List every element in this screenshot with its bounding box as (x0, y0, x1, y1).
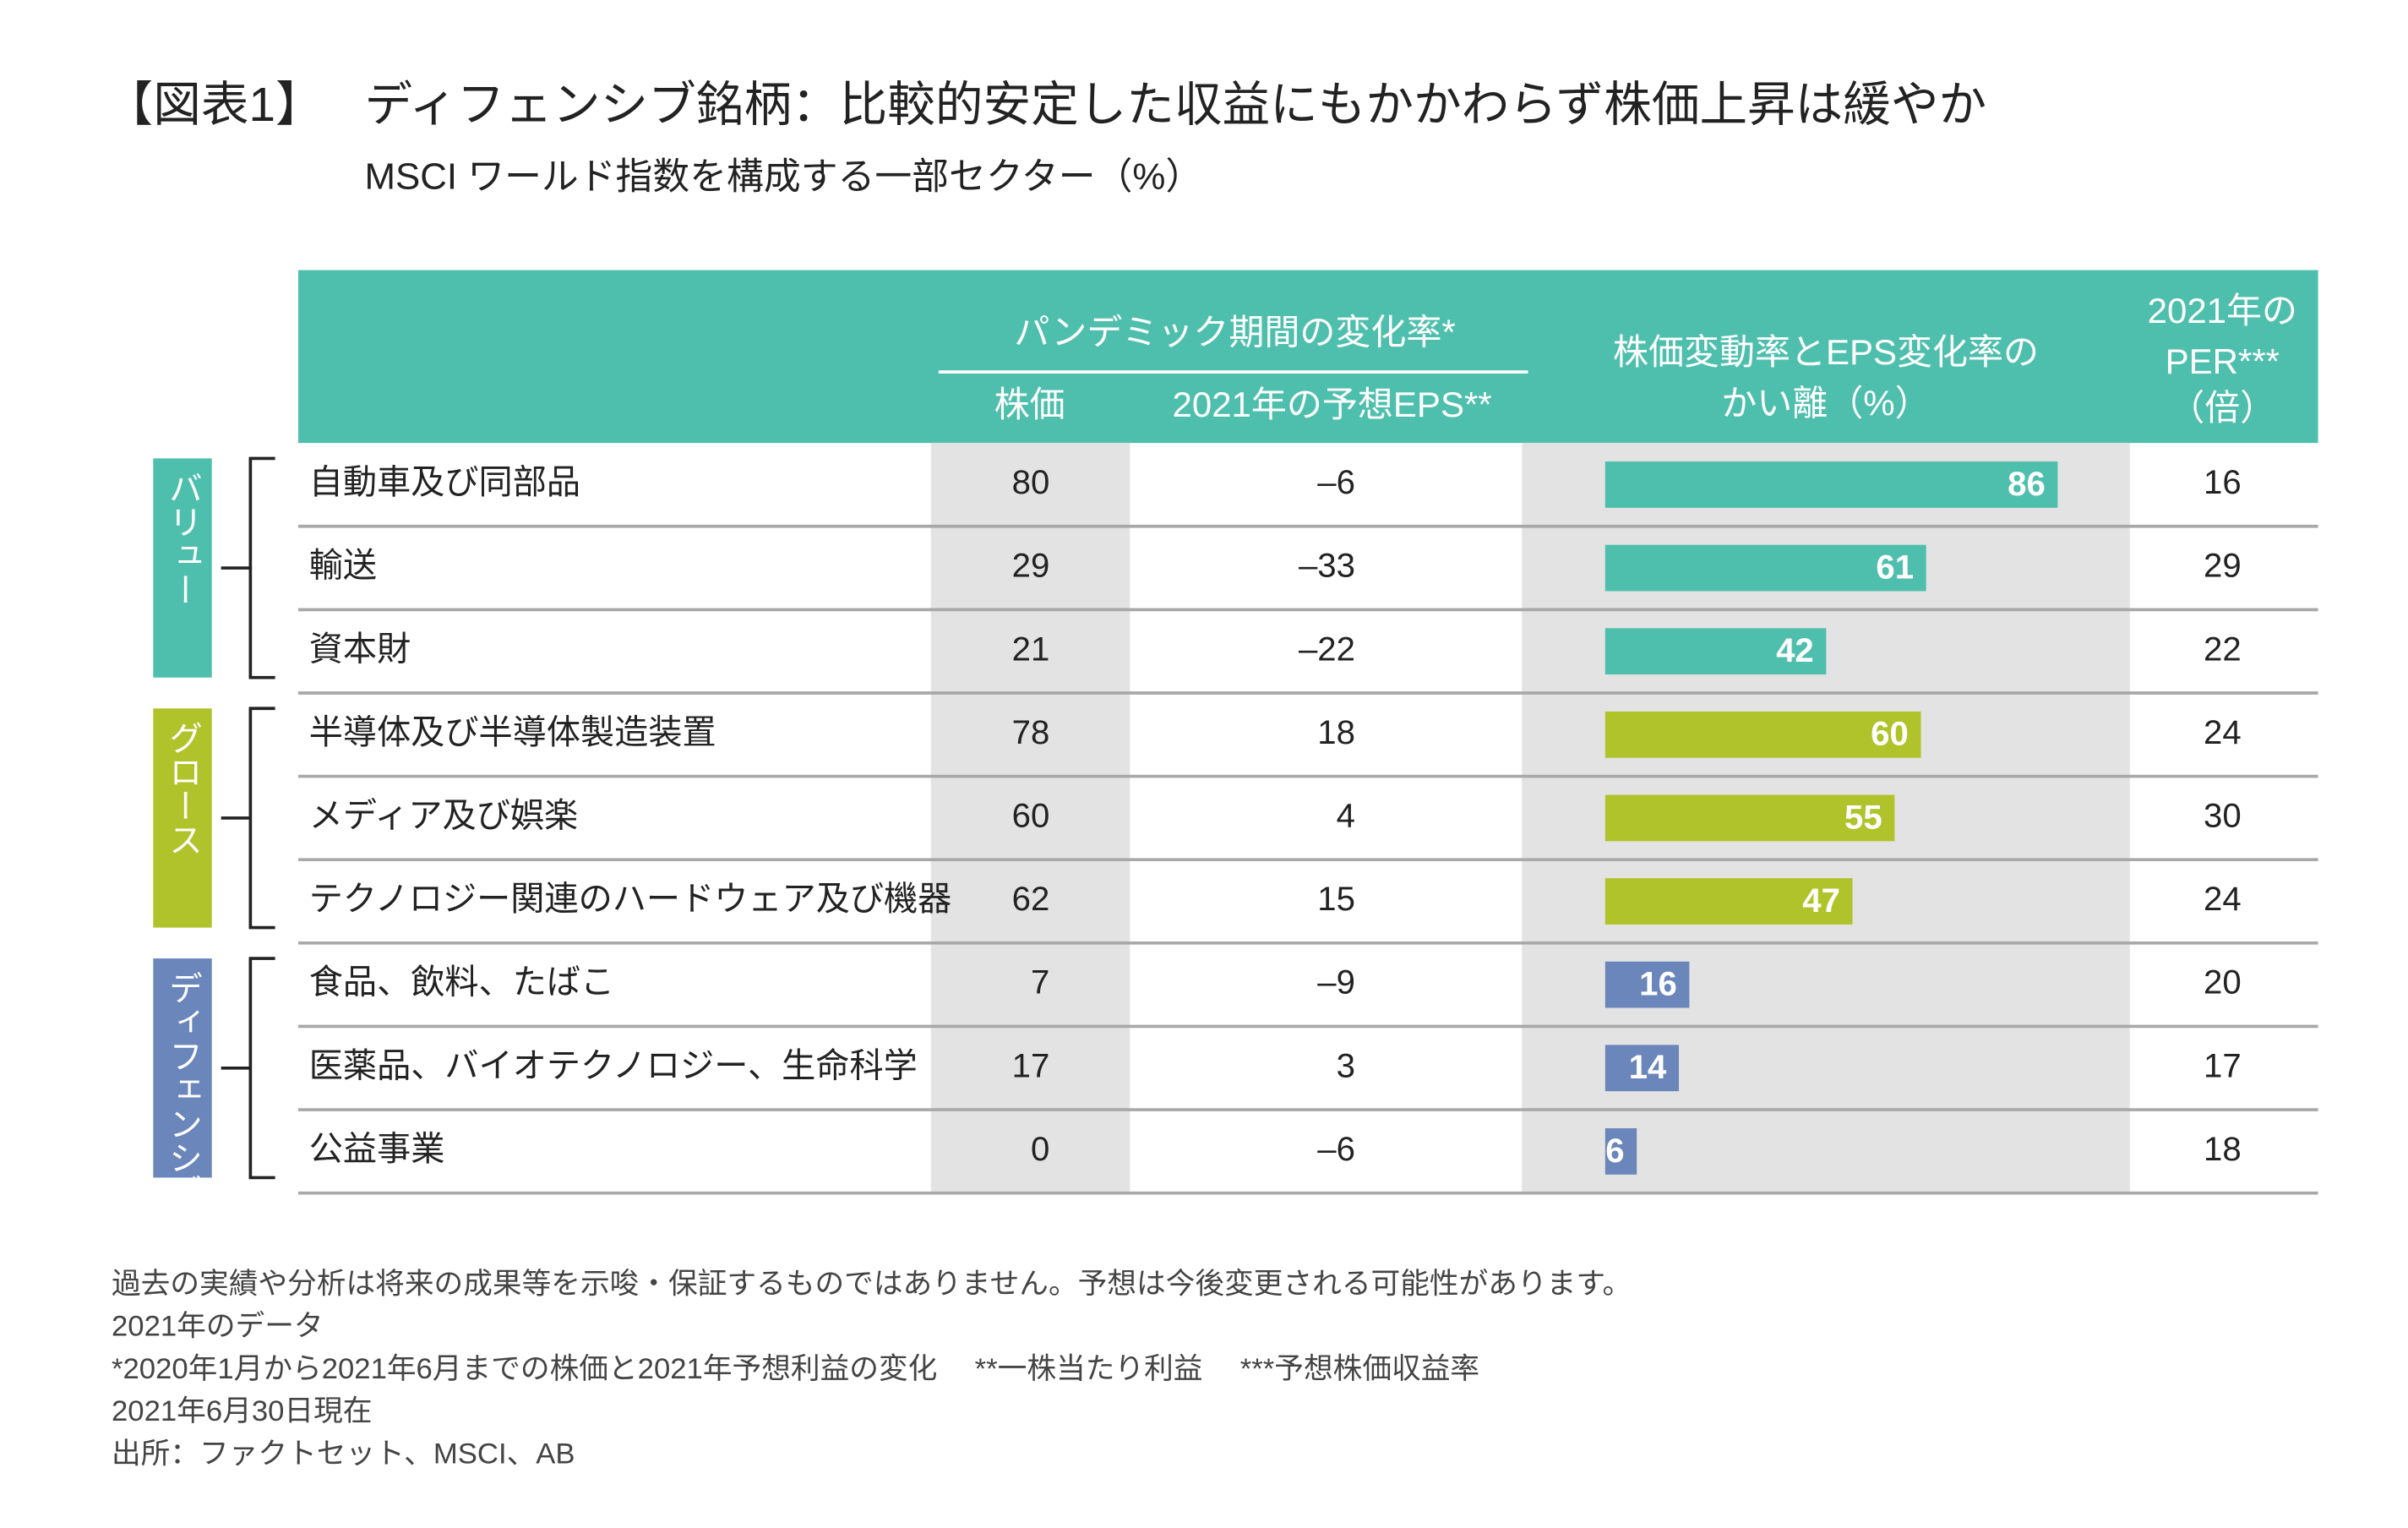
eps-change: 15 (1317, 880, 1355, 918)
gap-bar (1604, 544, 1926, 592)
eps-change: –6 (1317, 463, 1355, 501)
price-change: 7 (1031, 963, 1049, 1001)
gap-bar (1604, 1127, 1637, 1175)
gap-label: 6 (1605, 1132, 1624, 1170)
gap-label: 42 (1776, 631, 1814, 669)
per-value: 20 (2204, 963, 2242, 1001)
sector-name: 医薬品、バイオテクノロジー、生命科学 (309, 1046, 918, 1084)
group-bracket (221, 456, 275, 679)
gap-label: 61 (1876, 548, 1914, 587)
price-change: 60 (1012, 797, 1050, 835)
gap-bar (1604, 878, 1853, 925)
eps-change: 4 (1337, 797, 1355, 835)
group-name: バリュー (164, 471, 202, 607)
gap-bar (1604, 711, 1921, 758)
header-band (297, 270, 2318, 444)
figure-label: 【図表1】 (106, 78, 324, 131)
per-value: 17 (2204, 1046, 2242, 1084)
price-change: 21 (1012, 630, 1050, 668)
eps-change: –33 (1299, 547, 1355, 585)
price-change: 78 (1012, 713, 1050, 751)
footnote: 2021年6月30日現在 (112, 1394, 372, 1427)
gap-label: 16 (1639, 965, 1677, 1003)
group-name: ディフェンシブ (164, 971, 202, 1209)
price-change: 29 (1012, 547, 1050, 585)
per-value: 24 (2204, 713, 2242, 751)
price-change: 62 (1012, 880, 1050, 918)
gap-header: かい離（%） (1721, 383, 1930, 423)
price-change: 0 (1031, 1130, 1049, 1168)
eps-header: 2021年の予想EPS** (1172, 385, 1491, 424)
footnote: 出所：ファクトセット、MSCI、AB (112, 1437, 575, 1470)
eps-change: 3 (1337, 1046, 1355, 1084)
footnote: 2021年のデータ (112, 1310, 324, 1343)
subtitle: MSCI ワールド指数を構成する一部セクター（%） (365, 156, 1203, 197)
per-value: 29 (2204, 547, 2242, 585)
per-header: PER*** (2166, 341, 2280, 381)
gap-label: 60 (1871, 715, 1909, 753)
per-value: 24 (2204, 880, 2242, 918)
gap-bar (1604, 1045, 1680, 1092)
eps-change: 18 (1317, 713, 1355, 751)
per-value: 16 (2204, 463, 2242, 501)
gap-bar (1604, 961, 1690, 1008)
title: ディフェンシブ銘柄：比較的安定した収益にもかかわらず株価上昇は緩やか (365, 78, 1987, 131)
per-value: 18 (2204, 1130, 2242, 1168)
sector-name: テクノロジー関連のハードウェア及び機器 (309, 880, 952, 918)
sector-name: 食品、飲料、たばこ (309, 963, 614, 1001)
group-box (153, 958, 212, 1178)
group-box (153, 458, 212, 678)
sector-name: メディア及び娯楽 (309, 797, 578, 835)
eps-change: –6 (1317, 1130, 1355, 1168)
per-header: 2021年の (2148, 291, 2297, 330)
price-change: 17 (1012, 1046, 1050, 1084)
sector-name: 輸送 (309, 547, 377, 585)
footnote: 過去の実績や分析は将来の成果等を示唆・保証するものではありません。予想は今後変更… (112, 1267, 1632, 1300)
group-bracket (221, 707, 275, 930)
group-header: パンデミック期間の変化率* (1014, 312, 1455, 352)
sector-name: 半導体及び半導体製造装置 (309, 713, 716, 751)
sector-name: 資本財 (309, 630, 411, 668)
group-bracket (221, 957, 275, 1180)
sector-name: 公益事業 (309, 1130, 445, 1168)
price-column-bg (930, 443, 1130, 1193)
gap-header: 株価変動率とEPS変化率の (1613, 332, 2039, 372)
price-change: 80 (1012, 463, 1050, 501)
gap-label: 14 (1629, 1048, 1667, 1086)
per-header: （倍） (2169, 388, 2275, 428)
gap-bar (1604, 461, 2058, 508)
eps-change: –22 (1299, 630, 1355, 668)
per-value: 22 (2204, 630, 2242, 668)
gap-label: 55 (1844, 798, 1882, 836)
footnote: *2020年1月から2021年6月までの株価と2021年予想利益の変化 **一株… (112, 1352, 1479, 1385)
eps-change: –9 (1317, 963, 1355, 1001)
group-box (153, 708, 212, 928)
sector-name: 自動車及び同部品 (309, 463, 580, 501)
group-name: グロース (164, 721, 202, 857)
gap-bar (1604, 794, 1895, 842)
gap-bar (1604, 628, 1827, 675)
price-header: 株価 (994, 385, 1065, 424)
per-value: 30 (2204, 797, 2242, 835)
gap-label: 47 (1802, 881, 1840, 920)
gap-label: 86 (2008, 465, 2046, 503)
